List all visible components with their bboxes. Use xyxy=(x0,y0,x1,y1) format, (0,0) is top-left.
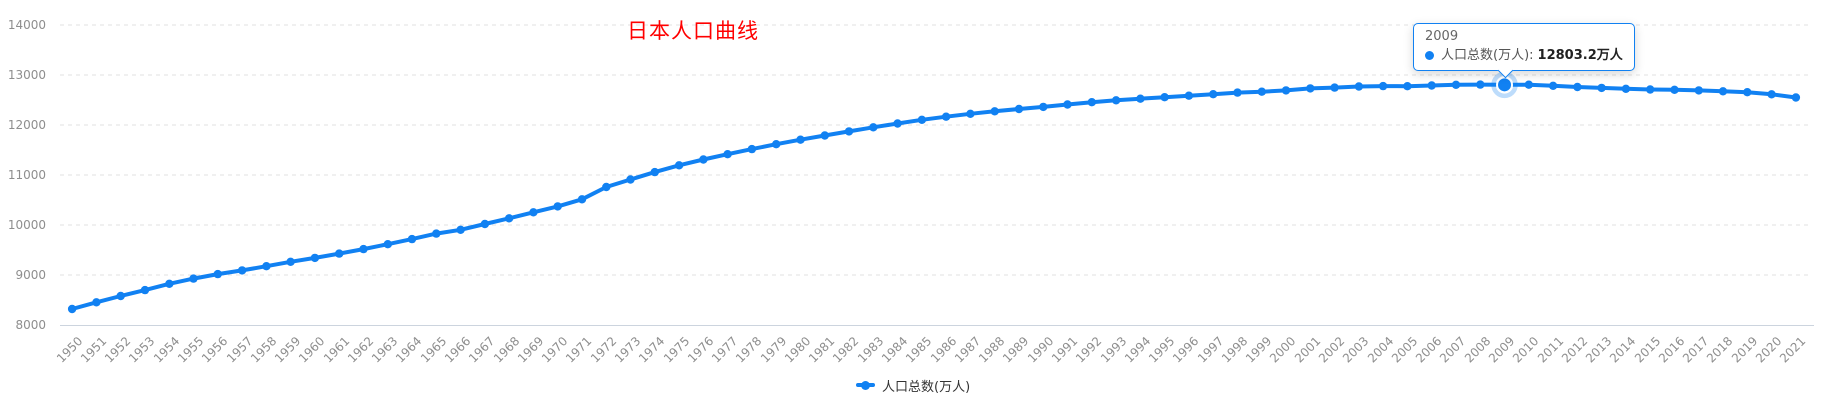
data-point[interactable] xyxy=(1014,104,1024,114)
y-axis-label: 10000 xyxy=(7,218,46,232)
y-axis-label: 13000 xyxy=(7,68,46,82)
data-point[interactable] xyxy=(1791,93,1801,102)
y-axis-label: 9000 xyxy=(15,268,46,282)
data-point[interactable] xyxy=(504,214,514,223)
data-point[interactable] xyxy=(1233,88,1242,97)
data-point[interactable] xyxy=(310,253,320,263)
y-axis-label: 8000 xyxy=(15,318,46,332)
tooltip: 2009 人口总数(万人): 12803.2万人 xyxy=(1413,23,1635,79)
data-point[interactable] xyxy=(869,123,878,132)
data-point[interactable] xyxy=(917,115,927,125)
data-point[interactable] xyxy=(1476,80,1485,89)
tooltip-series-marker-icon xyxy=(1425,51,1434,60)
data-point[interactable] xyxy=(189,274,198,283)
data-point[interactable] xyxy=(140,285,150,295)
y-axis-label: 14000 xyxy=(7,18,46,32)
data-point[interactable] xyxy=(1136,94,1145,103)
data-point[interactable] xyxy=(1694,86,1704,95)
data-point[interactable] xyxy=(432,229,441,238)
data-point[interactable] xyxy=(1403,82,1412,91)
data-point[interactable] xyxy=(1063,100,1072,109)
data-point[interactable] xyxy=(1573,82,1582,92)
data-point[interactable] xyxy=(1330,83,1339,92)
data-point[interactable] xyxy=(67,304,77,314)
data-point[interactable] xyxy=(1111,96,1121,105)
data-point[interactable] xyxy=(602,182,611,192)
data-point[interactable] xyxy=(966,109,975,119)
tooltip-series-name: 人口总数(万人): xyxy=(1441,48,1534,63)
data-point[interactable] xyxy=(407,234,417,244)
data-point[interactable] xyxy=(359,244,368,254)
data-point[interactable] xyxy=(262,262,271,271)
data-point[interactable] xyxy=(796,135,805,144)
data-point[interactable] xyxy=(92,298,101,307)
data-point[interactable] xyxy=(990,107,999,116)
data-point[interactable] xyxy=(626,175,635,184)
data-point[interactable] xyxy=(1524,80,1534,89)
tooltip-value: 12803.2万人 xyxy=(1537,48,1623,63)
data-point[interactable] xyxy=(650,167,659,177)
data-point[interactable] xyxy=(699,155,708,164)
data-point[interactable] xyxy=(1597,83,1606,93)
data-point[interactable] xyxy=(1378,81,1388,91)
data-point[interactable] xyxy=(1306,84,1315,93)
legend-label: 人口总数(万人) xyxy=(882,379,971,395)
data-point[interactable] xyxy=(1209,90,1218,99)
data-point[interactable] xyxy=(674,161,684,170)
data-point[interactable] xyxy=(383,240,392,249)
data-point[interactable] xyxy=(553,202,562,211)
data-point[interactable] xyxy=(1451,80,1461,90)
data-point[interactable] xyxy=(1087,98,1097,107)
data-point[interactable] xyxy=(286,257,295,266)
y-axis-label: 11000 xyxy=(7,168,46,182)
data-point[interactable] xyxy=(1427,81,1436,90)
data-point[interactable] xyxy=(1281,86,1291,95)
data-point[interactable] xyxy=(116,291,125,301)
data-point[interactable] xyxy=(1718,87,1728,96)
data-point[interactable] xyxy=(237,266,247,275)
data-point[interactable] xyxy=(1039,102,1048,112)
data-point[interactable] xyxy=(893,119,902,128)
data-point[interactable] xyxy=(772,140,781,149)
data-point[interactable] xyxy=(1670,85,1679,95)
data-point[interactable] xyxy=(844,127,854,136)
legend-line-icon xyxy=(856,379,875,392)
data-point[interactable] xyxy=(1646,85,1655,94)
data-point[interactable] xyxy=(335,249,344,258)
data-point[interactable] xyxy=(480,219,490,229)
tooltip-category: 2009 xyxy=(1425,29,1459,44)
data-point[interactable] xyxy=(820,131,829,140)
data-point[interactable] xyxy=(577,195,587,204)
data-point[interactable] xyxy=(1621,84,1631,94)
data-point[interactable] xyxy=(1767,90,1776,99)
data-point[interactable] xyxy=(941,112,951,121)
legend-dot xyxy=(861,380,870,390)
data-point[interactable] xyxy=(1257,87,1267,96)
data-point[interactable] xyxy=(456,225,465,234)
legend-item-population[interactable]: 人口总数(万人) xyxy=(856,377,971,395)
data-point[interactable] xyxy=(1548,81,1558,91)
chart-title: 日本人口曲线 xyxy=(627,19,759,43)
data-point[interactable] xyxy=(723,150,732,159)
data-point[interactable] xyxy=(1354,82,1364,91)
data-point[interactable] xyxy=(1160,93,1169,102)
data-point[interactable] xyxy=(747,144,757,154)
data-point[interactable] xyxy=(213,269,222,279)
y-axis-label: 12000 xyxy=(7,118,46,132)
data-point[interactable] xyxy=(1184,91,1194,100)
tooltip-series-row: 人口总数(万人): 12803.2万人 xyxy=(1425,47,1623,64)
data-point[interactable] xyxy=(529,208,538,217)
data-point[interactable] xyxy=(1743,88,1752,97)
emphasis-point[interactable] xyxy=(1498,78,1512,92)
data-point[interactable] xyxy=(165,279,174,288)
